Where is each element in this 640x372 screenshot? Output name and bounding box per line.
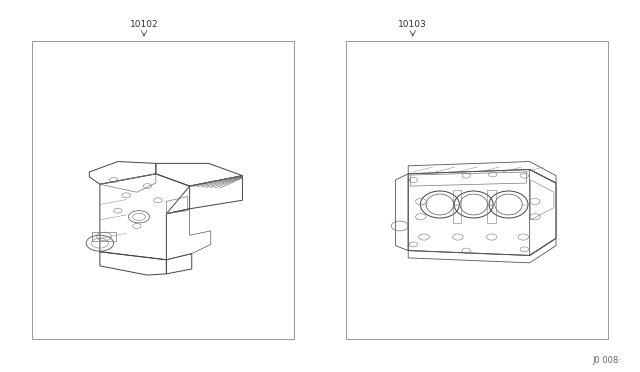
Bar <box>32 41 294 339</box>
Text: J0 008·: J0 008· <box>592 356 621 365</box>
Text: 10103: 10103 <box>399 20 427 29</box>
Text: 10102: 10102 <box>130 20 158 29</box>
Bar <box>346 41 608 339</box>
